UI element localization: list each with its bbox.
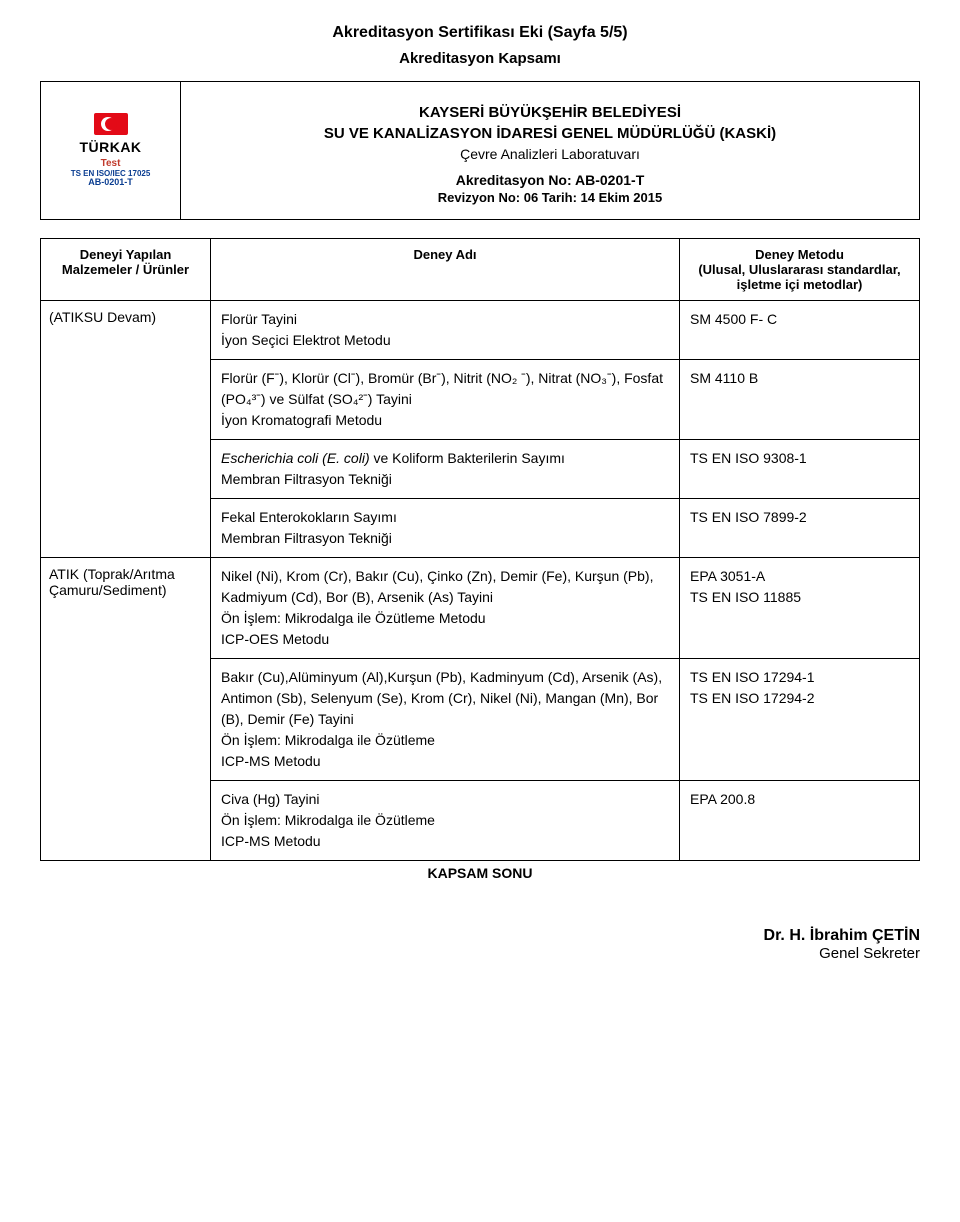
method-cell: EPA 200.8 bbox=[680, 781, 920, 861]
test-cell: Bakır (Cu),Alüminyum (Al),Kurşun (Pb), K… bbox=[211, 659, 680, 781]
signature-block: Dr. H. İbrahim ÇETİN Genel Sekreter bbox=[40, 927, 920, 962]
page-title: Akreditasyon Sertifikası Eki (Sayfa 5/5) bbox=[40, 24, 920, 42]
logo-cell: TÜRKAK Test TS EN ISO/IEC 17025 AB-0201-… bbox=[41, 82, 181, 219]
table-header-row: Deneyi YapılanMalzemeler / Ürünler Deney… bbox=[41, 239, 920, 301]
col-method: Deney Metodu(Ulusal, Uluslararası standa… bbox=[680, 239, 920, 301]
logo-code: AB-0201-T bbox=[71, 178, 151, 188]
test-cell: Fekal Enterokokların SayımıMembran Filtr… bbox=[211, 499, 680, 558]
test-cell: Florür Tayiniİyon Seçici Elektrot Metodu bbox=[211, 301, 680, 360]
akno: Akreditasyon No: AB-0201-T bbox=[191, 172, 909, 188]
material-cell: ATIK (Toprak/Arıtma Çamuru/Sediment) bbox=[41, 558, 211, 861]
page-subtitle: Akreditasyon Kapsamı bbox=[40, 50, 920, 67]
table-row: ATIK (Toprak/Arıtma Çamuru/Sediment)Nike… bbox=[41, 558, 920, 659]
logo-test: Test bbox=[71, 158, 151, 169]
info-cell: KAYSERİ BÜYÜKŞEHİR BELEDİYESİ SU VE KANA… bbox=[181, 82, 919, 219]
rev-line: Revizyon No: 06 Tarih: 14 Ekim 2015 bbox=[191, 190, 909, 205]
col-test: Deney Adı bbox=[211, 239, 680, 301]
org-line-1: KAYSERİ BÜYÜKŞEHİR BELEDİYESİ bbox=[191, 104, 909, 121]
sig-name: Dr. H. İbrahim ÇETİN bbox=[40, 927, 920, 945]
lab-line: Çevre Analizleri Laboratuvarı bbox=[191, 146, 909, 162]
method-cell: TS EN ISO 17294-1TS EN ISO 17294-2 bbox=[680, 659, 920, 781]
scope-table: Deneyi YapılanMalzemeler / Ürünler Deney… bbox=[40, 238, 920, 861]
org-line-2: SU VE KANALİZASYON İDARESİ GENEL MÜDÜRLÜ… bbox=[191, 125, 909, 142]
test-cell: Civa (Hg) TayiniÖn İşlem: Mikrodalga ile… bbox=[211, 781, 680, 861]
col-materials: Deneyi YapılanMalzemeler / Ürünler bbox=[41, 239, 211, 301]
sig-title: Genel Sekreter bbox=[40, 945, 920, 962]
test-cell: Escherichia coli (E. coli) ve Koliform B… bbox=[211, 440, 680, 499]
header-box: TÜRKAK Test TS EN ISO/IEC 17025 AB-0201-… bbox=[40, 81, 920, 220]
test-cell: Nikel (Ni), Krom (Cr), Bakır (Cu), Çinko… bbox=[211, 558, 680, 659]
method-cell: SM 4500 F- C bbox=[680, 301, 920, 360]
material-cell: (ATIKSU Devam) bbox=[41, 301, 211, 558]
method-cell: TS EN ISO 7899-2 bbox=[680, 499, 920, 558]
method-cell: SM 4110 B bbox=[680, 360, 920, 440]
test-cell: Florür (Fˉ), Klorür (Clˉ), Bromür (Brˉ),… bbox=[211, 360, 680, 440]
logo-name: TÜRKAK bbox=[71, 140, 151, 155]
kapsam-sonu: KAPSAM SONU bbox=[40, 865, 920, 881]
method-cell: TS EN ISO 9308-1 bbox=[680, 440, 920, 499]
method-cell: EPA 3051-ATS EN ISO 11885 bbox=[680, 558, 920, 659]
turkak-flag-icon bbox=[94, 113, 128, 135]
table-row: (ATIKSU Devam)Florür Tayiniİyon Seçici E… bbox=[41, 301, 920, 360]
